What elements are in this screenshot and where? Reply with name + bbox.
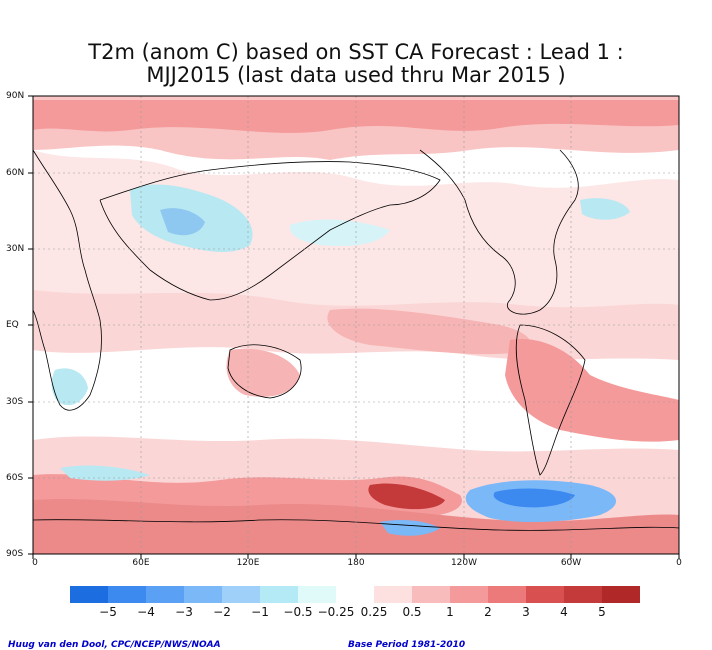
colorbar-label: −4: [137, 605, 155, 619]
map-title-line2: MJJ2015 (last data used thru Mar 2015 ): [146, 63, 566, 87]
axis-ticks: [28, 95, 680, 559]
colorbar-swatch: [564, 586, 602, 603]
ross-sea-cold-patch: [380, 520, 440, 536]
colorbar: [70, 586, 640, 603]
north-america-coast: [419, 149, 579, 315]
colorbar-swatch: [450, 586, 488, 603]
lat-label-30n: 30N: [6, 244, 25, 254]
footer-credit: Huug van den Dool, CPC/NCEP/NWS/NOAA: [8, 640, 221, 650]
lon-label-120w: 120W: [450, 558, 478, 568]
lat-label-90s: 90S: [6, 549, 24, 559]
colorbar-label: 0.5: [402, 605, 422, 619]
colorbar-label: 2: [484, 605, 492, 619]
colorbar-label: −0.25: [317, 605, 355, 619]
south-africa-cool-patch: [51, 368, 88, 406]
antarctica-coast: [32, 519, 680, 531]
lon-label-180: 180: [347, 558, 365, 568]
colorbar-swatch: [602, 586, 640, 603]
colorbar-label: 0.25: [360, 605, 388, 619]
colorbar-swatch: [336, 586, 374, 603]
australia-warm-region: [226, 348, 300, 397]
map-title-line1: T2m (anom C) based on SST CA Forecast : …: [88, 40, 624, 64]
colorbar-label: −5: [99, 605, 117, 619]
colorbar-label: −1: [251, 605, 269, 619]
colorbar-swatch: [108, 586, 146, 603]
australia-coast: [227, 344, 302, 399]
colorbar-swatch: [488, 586, 526, 603]
south-america-warm-region: [505, 339, 679, 442]
lat-label-90n: 90N: [6, 91, 25, 101]
colorbar-swatch: [70, 586, 108, 603]
lon-label-60w: 60W: [560, 558, 582, 568]
colorbar-swatch: [146, 586, 184, 603]
lat-label-60s: 60S: [6, 473, 24, 483]
coastlines: [32, 149, 680, 531]
colorbar-label: 5: [598, 605, 606, 619]
colorbar-label: 1: [446, 605, 454, 619]
southern-ocean-core-warm: [368, 483, 445, 510]
lon-label-0-east: 0: [676, 558, 682, 568]
colorbar-swatch: [298, 586, 336, 603]
colorbar-swatch: [260, 586, 298, 603]
atlantic-cool-patch: [580, 198, 630, 220]
colorbar-label: −3: [175, 605, 193, 619]
colorbar-label: 3: [522, 605, 530, 619]
colorbar-swatch: [374, 586, 412, 603]
graticule: [33, 96, 679, 554]
africa-coast: [32, 149, 102, 411]
lat-label-30s: 30S: [6, 397, 24, 407]
colorbar-label: 4: [560, 605, 568, 619]
lon-label-0: 0: [32, 558, 38, 568]
lon-label-120e: 120E: [236, 558, 260, 568]
enso-warm-region: [327, 308, 531, 355]
colorbar-label: −2: [213, 605, 231, 619]
colorbar-label: −0.5: [283, 605, 313, 619]
colorbar-swatch: [526, 586, 564, 603]
colorbar-swatch: [184, 586, 222, 603]
south-pacific-cold-core: [493, 488, 575, 508]
asia-cooler-core: [160, 208, 205, 236]
eurasia-coast: [99, 161, 441, 301]
pacific-cool-patch: [289, 219, 390, 247]
south-atlantic-cool-strip: [60, 465, 150, 481]
lat-label-eq: EQ: [6, 320, 19, 330]
lon-label-60e: 60E: [132, 558, 150, 568]
lat-label-60n: 60N: [6, 168, 25, 178]
colorbar-swatch: [412, 586, 450, 603]
footer-base-period: Base Period 1981-2010: [348, 640, 466, 650]
colorbar-swatch: [222, 586, 260, 603]
south-america-coast: [515, 324, 586, 476]
